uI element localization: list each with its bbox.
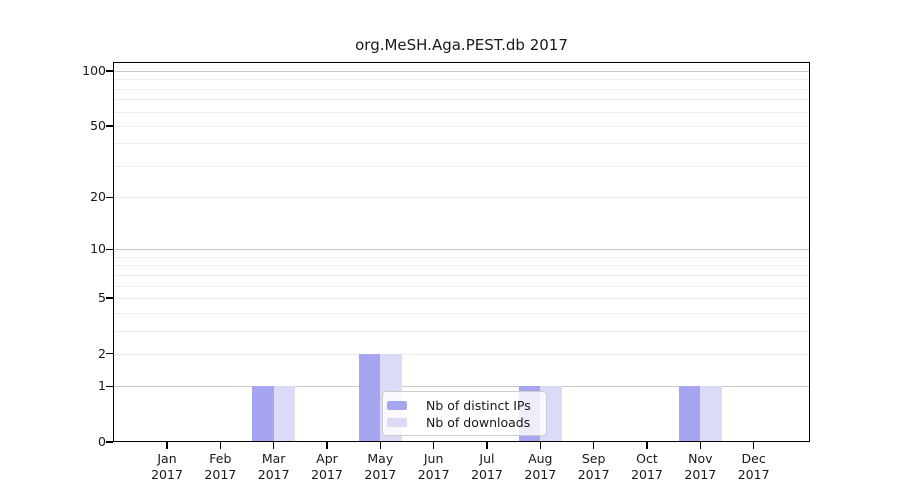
x-tick-month: Apr (316, 451, 338, 466)
y-minor-gridline (113, 88, 810, 90)
y-tick-label: 1 (98, 378, 106, 394)
bar-nb-of-downloads-nov (700, 386, 722, 442)
x-axis-tick (592, 442, 595, 449)
y-tick-label: 10 (90, 241, 106, 257)
x-axis-tick (326, 442, 328, 449)
legend-label-downloads: Nb of downloads (426, 415, 531, 430)
x-tick-year: 2017 (417, 467, 450, 482)
x-axis-tick (219, 442, 222, 449)
bar-nb-of-distinct-ips-nov (678, 386, 701, 442)
x-tick-label: Feb 2017 (192, 451, 248, 483)
x-axis-tick (432, 442, 435, 449)
y-minor-gridline (113, 265, 810, 267)
x-tick-label: Nov 2017 (672, 451, 728, 483)
y-minor-gridline (113, 99, 810, 101)
x-tick-year: 2017 (204, 467, 237, 482)
y-axis-tick (106, 297, 113, 299)
y-minor-gridline (113, 353, 810, 355)
x-axis-tick (752, 442, 755, 449)
x-tick-month: Sep (581, 451, 606, 466)
y-minor-gridline (113, 274, 810, 276)
legend-item-distinct-ips: Nb of distinct IPs (387, 397, 546, 414)
x-tick-month: Nov (688, 451, 713, 466)
legend-label-distinct-ips: Nb of distinct IPs (426, 398, 531, 413)
y-axis-tick (106, 248, 113, 250)
x-tick-year: 2017 (311, 467, 343, 482)
x-tick-year: 2017 (151, 467, 183, 482)
bar-nb-of-downloads-mar (273, 386, 296, 442)
chart-title: org.MeSH.Aga.PEST.db 2017 (355, 36, 568, 54)
y-tick-label: 2 (98, 345, 106, 361)
x-tick-month: Dec (741, 451, 766, 466)
y-minor-gridline (113, 285, 810, 287)
legend-swatch-distinct-ips (387, 401, 407, 410)
x-tick-label: Oct 2017 (619, 451, 675, 483)
x-axis-tick (272, 442, 275, 449)
y-minor-gridline (113, 111, 810, 113)
x-tick-month: Feb (209, 451, 232, 466)
x-tick-month: Oct (636, 451, 658, 466)
x-axis-tick (699, 442, 702, 449)
y-tick-label: 100 (82, 63, 106, 79)
x-tick-year: 2017 (471, 467, 503, 482)
x-tick-month: Mar (261, 451, 286, 466)
x-tick-label: Aug 2017 (512, 451, 568, 483)
x-axis-tick (486, 442, 488, 449)
bar-nb-of-distinct-ips-may (358, 353, 381, 442)
y-major-gridline (113, 71, 810, 73)
y-axis-tick (106, 352, 113, 355)
y-tick-label: 0 (98, 434, 106, 449)
x-tick-month: Aug (528, 451, 553, 466)
x-tick-label: Jan 2017 (139, 451, 195, 483)
plot-spines (113, 62, 810, 442)
x-tick-year: 2017 (257, 467, 290, 482)
x-tick-month: Jun (423, 451, 444, 466)
x-tick-label: May 2017 (352, 451, 408, 483)
y-axis-tick (106, 385, 113, 388)
bar-nb-of-distinct-ips-mar (252, 386, 274, 442)
x-tick-month: Jul (479, 451, 495, 466)
x-tick-label: Apr 2017 (299, 451, 355, 483)
y-minor-gridline (113, 165, 810, 167)
x-tick-label: Sep 2017 (566, 451, 622, 483)
x-tick-year: 2017 (364, 467, 397, 482)
x-tick-year: 2017 (524, 467, 557, 482)
x-tick-year: 2017 (577, 467, 610, 482)
x-tick-label: Mar 2017 (246, 451, 302, 483)
y-minor-gridline (113, 297, 810, 299)
y-minor-gridline (113, 125, 810, 127)
x-tick-label: Jul 2017 (459, 451, 515, 483)
y-axis-tick (106, 125, 113, 127)
x-tick-label: Dec 2017 (726, 451, 782, 483)
legend-swatch-downloads (387, 418, 407, 427)
x-tick-month: May (367, 451, 394, 466)
y-minor-gridline (113, 197, 810, 199)
y-minor-gridline (113, 79, 810, 81)
y-minor-gridline (113, 330, 810, 332)
y-minor-gridline (113, 312, 810, 314)
x-tick-year: 2017 (737, 467, 770, 482)
legend: Nb of distinct IPs Nb of downloads (382, 391, 547, 436)
x-axis-tick (379, 442, 382, 449)
x-axis-tick (166, 442, 168, 449)
x-tick-label: Jun 2017 (406, 451, 462, 483)
y-major-gridline (113, 386, 810, 388)
y-axis-tick (106, 441, 113, 443)
x-tick-month: Jan (157, 451, 177, 466)
x-axis-tick (646, 442, 648, 449)
y-minor-gridline (113, 143, 810, 145)
y-axis-tick (106, 196, 113, 199)
x-tick-year: 2017 (684, 467, 717, 482)
y-tick-label: 20 (90, 189, 106, 205)
x-axis-tick (539, 442, 542, 449)
y-tick-label: 50 (90, 117, 106, 133)
x-tick-year: 2017 (631, 467, 663, 482)
y-tick-label: 5 (98, 289, 106, 305)
y-major-gridline (113, 249, 810, 251)
y-axis-tick (106, 70, 113, 72)
legend-item-downloads: Nb of downloads (387, 414, 546, 431)
y-minor-gridline (113, 256, 810, 258)
